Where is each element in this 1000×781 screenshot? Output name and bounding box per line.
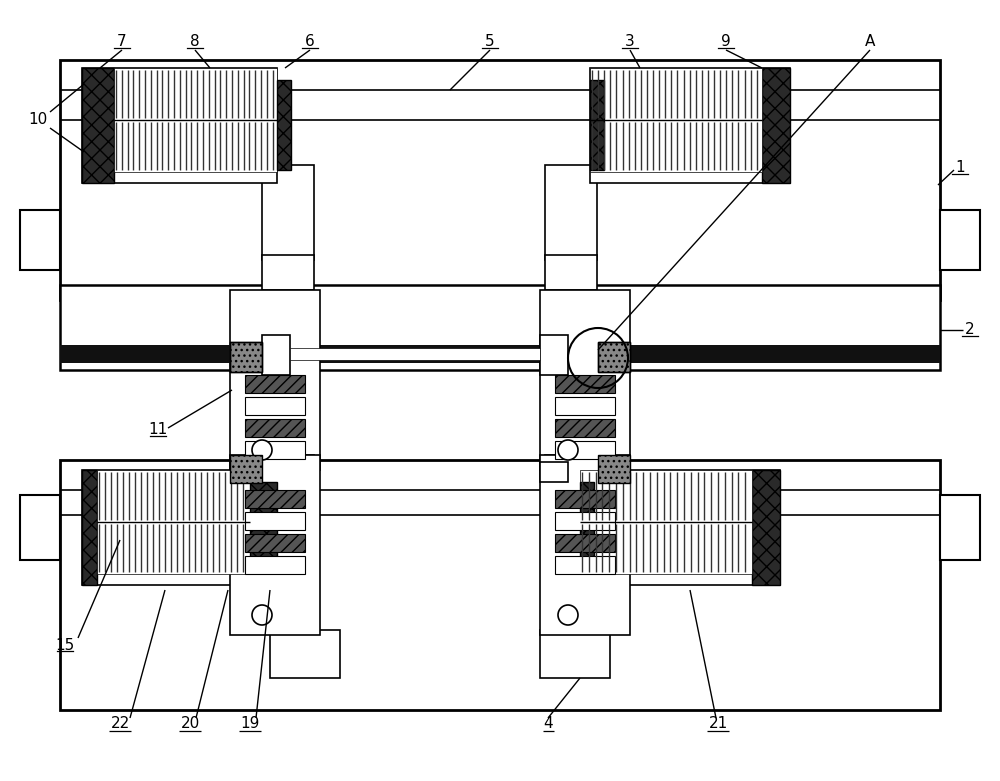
Circle shape [558,605,578,625]
Text: 4: 4 [543,716,553,732]
Bar [262,455,314,550]
Text: 15: 15 [55,637,75,652]
Bar [262,165,314,260]
Bar [555,419,615,437]
Text: 21: 21 [708,716,728,732]
Text: 7: 7 [117,34,127,49]
Bar [555,375,615,393]
Bar [590,120,762,172]
Circle shape [252,605,272,625]
Text: 10: 10 [28,112,48,127]
Bar [245,441,305,459]
Bar [245,375,305,393]
Bar [598,342,630,372]
Text: 8: 8 [190,34,200,49]
Bar [60,345,230,363]
Text: 6: 6 [305,34,315,49]
Bar [245,397,305,415]
Text: 3: 3 [625,34,635,49]
Bar [97,470,250,522]
Bar [250,482,277,572]
Bar [270,630,340,678]
Bar [82,470,277,585]
Bar [590,68,790,183]
Bar [545,165,597,260]
Text: 2: 2 [965,323,975,337]
Circle shape [252,440,272,460]
Bar [230,455,320,635]
Bar [245,534,305,552]
Bar [598,455,630,483]
Bar [262,335,290,375]
Bar [940,210,980,270]
Bar [580,470,780,585]
Text: 11: 11 [148,423,168,437]
Bar [940,495,980,560]
Bar [245,556,305,574]
Text: 9: 9 [721,34,731,49]
Bar [277,80,291,170]
Bar [762,68,790,183]
Bar [555,512,615,530]
Bar [20,495,60,560]
Bar [230,342,262,372]
Bar [60,460,940,710]
Text: 20: 20 [180,716,200,732]
Bar [114,120,277,172]
Bar [555,490,615,508]
Bar [60,285,940,370]
Bar [20,210,60,270]
Text: 5: 5 [485,34,495,49]
Text: 19: 19 [240,716,260,732]
Bar [262,255,314,290]
Bar [540,290,630,470]
Bar [752,470,780,585]
Bar [580,522,752,574]
Bar [540,455,630,635]
Bar [230,342,262,372]
Bar [114,68,277,120]
Bar [97,522,250,574]
Bar [82,470,97,585]
Bar [60,345,940,363]
Bar [590,68,762,120]
Bar [598,342,630,372]
Text: 1: 1 [955,161,965,176]
Bar [555,534,615,552]
Bar [630,345,940,363]
Bar [540,462,568,482]
Bar [245,419,305,437]
Bar [580,470,752,522]
Bar [540,630,610,678]
Bar [245,490,305,508]
Bar [540,335,568,375]
Bar [82,68,114,183]
Bar [555,441,615,459]
Bar [555,397,615,415]
Bar [60,60,940,300]
Bar [545,455,597,550]
Bar [245,512,305,530]
Text: 22: 22 [110,716,130,732]
Bar [82,68,277,183]
Bar [590,80,604,170]
Bar [230,290,320,470]
Circle shape [558,440,578,460]
Bar [230,455,262,483]
Bar [555,556,615,574]
Text: A: A [865,34,875,49]
Bar [545,255,597,290]
Bar [580,482,594,572]
Bar [290,348,540,360]
